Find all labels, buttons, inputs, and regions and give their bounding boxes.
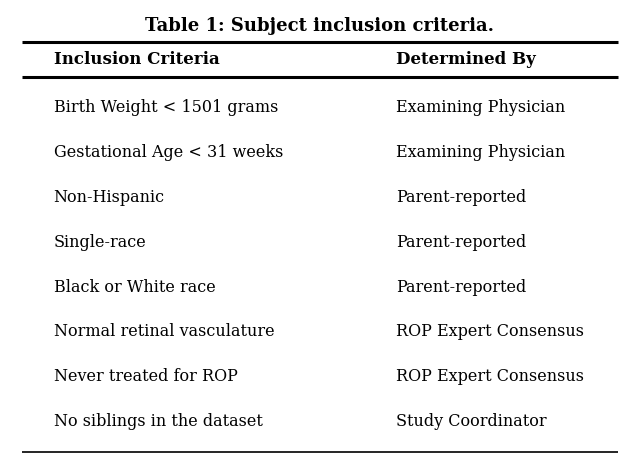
Text: Study Coordinator: Study Coordinator bbox=[396, 413, 547, 430]
Text: Table 1: Subject inclusion criteria.: Table 1: Subject inclusion criteria. bbox=[145, 17, 495, 35]
Text: Birth Weight < 1501 grams: Birth Weight < 1501 grams bbox=[54, 99, 278, 116]
Text: Parent-reported: Parent-reported bbox=[396, 234, 526, 251]
Text: Examining Physician: Examining Physician bbox=[396, 144, 565, 161]
Text: Non-Hispanic: Non-Hispanic bbox=[54, 189, 164, 206]
Text: ROP Expert Consensus: ROP Expert Consensus bbox=[396, 369, 584, 385]
Text: Parent-reported: Parent-reported bbox=[396, 279, 526, 295]
Text: Parent-reported: Parent-reported bbox=[396, 189, 526, 206]
Text: Gestational Age < 31 weeks: Gestational Age < 31 weeks bbox=[54, 144, 283, 161]
Text: No siblings in the dataset: No siblings in the dataset bbox=[54, 413, 262, 430]
Text: Never treated for ROP: Never treated for ROP bbox=[54, 369, 237, 385]
Text: Black or White race: Black or White race bbox=[54, 279, 215, 295]
Text: Single-race: Single-race bbox=[54, 234, 147, 251]
Text: ROP Expert Consensus: ROP Expert Consensus bbox=[396, 324, 584, 340]
Text: Examining Physician: Examining Physician bbox=[396, 99, 565, 116]
Text: Determined By: Determined By bbox=[396, 51, 536, 69]
Text: Inclusion Criteria: Inclusion Criteria bbox=[54, 51, 220, 69]
Text: Normal retinal vasculature: Normal retinal vasculature bbox=[54, 324, 274, 340]
